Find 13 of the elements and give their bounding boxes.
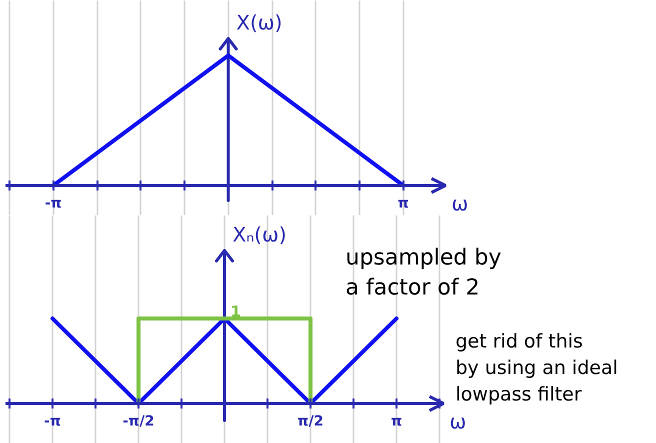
x-tick-label: π [390,414,402,430]
x-tick-label: -π/2 [122,414,154,430]
x-axis-title: ω [450,410,466,434]
text: get rid of this by using an ideal lowpass filter [456,330,618,406]
x-tick-label: -π [44,196,62,212]
text: upsampled by a factor of 2 [346,246,502,300]
y-axis-title: Xₙ(ω) [232,222,287,246]
y-axis-title: X(ω) [236,10,282,34]
x-tick-label: π [398,196,409,212]
x-tick-label: π/2 [298,414,324,430]
x-tick-label: -π [44,414,61,430]
annotation: 1 [230,302,241,320]
x-axis-title: ω [452,192,468,216]
